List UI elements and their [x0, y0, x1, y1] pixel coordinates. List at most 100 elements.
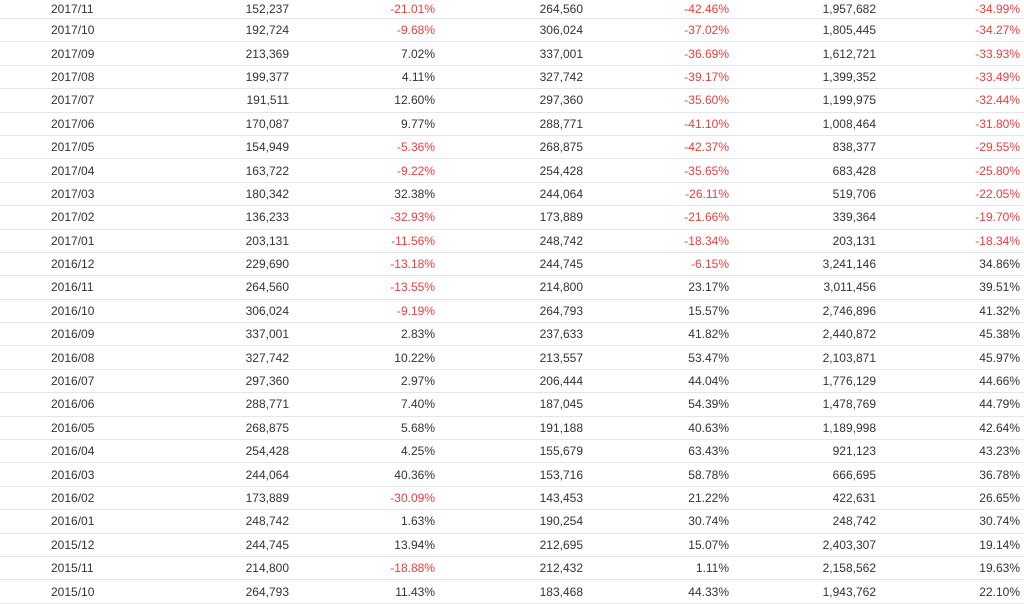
percent-cell: -21.01% — [390, 2, 435, 16]
percent-cell: 63.43% — [688, 444, 729, 459]
percent-cell: 4.25% — [400, 444, 435, 459]
value-cell: 244,745 — [245, 537, 289, 552]
month-cell: 2017/01 — [51, 233, 95, 248]
value-cell: 213,369 — [245, 46, 289, 61]
value-cell: 268,875 — [539, 140, 583, 155]
value-cell: 264,793 — [539, 303, 583, 318]
value-cell: 170,087 — [245, 116, 289, 131]
cumulative-percent-cell: 43.23% — [979, 444, 1020, 459]
value-cell: 264,560 — [245, 280, 289, 295]
percent-cell: -35.60% — [684, 93, 729, 108]
table-row: 2017/04 163,722 -9.22% 254,428 -35.65% 683,42… — [0, 159, 1024, 183]
percent-cell: 11.43% — [395, 584, 435, 599]
value-cell: 229,690 — [245, 257, 289, 272]
cumulative-percent-cell: 19.63% — [979, 561, 1020, 576]
percent-cell: -37.02% — [684, 23, 729, 38]
table-row: 2017/09 213,369 7.02% 337,001 -36.69% 1,612,7… — [0, 42, 1024, 66]
cumulative-value-cell: 1,612,721 — [822, 46, 876, 61]
table-row: 2017/10 192,724 -9.68% 306,024 -37.02% 1,805,… — [0, 19, 1024, 43]
table-row: 2017/08 199,377 4.11% 327,742 -39.17% 1,399,3… — [0, 66, 1024, 90]
percent-cell: 2.83% — [400, 327, 435, 342]
value-cell: 180,342 — [245, 186, 289, 201]
month-cell: 2017/05 — [51, 140, 95, 155]
percent-cell: -36.69% — [684, 46, 729, 61]
cumulative-value-cell: 3,241,146 — [822, 257, 876, 272]
value-cell: 203,131 — [245, 233, 289, 248]
cumulative-percent-cell: -33.93% — [975, 46, 1020, 61]
percent-cell: 44.33% — [688, 584, 729, 599]
cumulative-value-cell: 838,377 — [832, 140, 876, 155]
percent-cell: -9.68% — [396, 23, 435, 38]
month-cell: 2016/10 — [51, 303, 95, 318]
value-cell: 237,633 — [539, 327, 583, 342]
cumulative-percent-cell: -34.99% — [975, 2, 1020, 16]
cumulative-percent-cell: 36.78% — [979, 467, 1020, 482]
cumulative-value-cell: 1,399,352 — [822, 69, 876, 84]
percent-cell: -18.34% — [684, 233, 729, 248]
month-cell: 2017/08 — [51, 69, 95, 84]
month-cell: 2016/07 — [51, 374, 95, 389]
value-cell: 173,889 — [539, 210, 583, 225]
percent-cell: 13.94% — [394, 537, 435, 552]
cumulative-percent-cell: -32.44% — [975, 93, 1020, 108]
cumulative-value-cell: 3,011,456 — [823, 280, 877, 295]
table-row: 2016/12 229,690 -13.18% 244,745 -6.15% 3,241,… — [0, 253, 1024, 277]
month-cell: 2017/09 — [51, 46, 95, 61]
percent-cell: -18.88% — [390, 561, 435, 576]
percent-cell: 7.40% — [400, 397, 435, 412]
value-cell: 173,889 — [245, 491, 289, 505]
value-cell: 212,432 — [539, 561, 583, 576]
month-cell: 2016/11 — [51, 280, 94, 295]
percent-cell: 40.63% — [688, 420, 729, 435]
value-cell: 199,377 — [245, 69, 289, 84]
table-row: 2017/05 154,949 -5.36% 268,875 -42.37% 838,37… — [0, 136, 1024, 160]
table-row: 2017/03 180,342 32.38% 244,064 -26.11% 519,70… — [0, 183, 1024, 207]
cumulative-percent-cell: 41.32% — [979, 303, 1020, 318]
table-row: 2015/10 264,793 11.43% 183,468 44.33% 1,943,7… — [0, 580, 1024, 604]
percent-cell: 23.17% — [688, 280, 729, 295]
value-cell: 297,360 — [245, 374, 289, 389]
percent-cell: -21.66% — [684, 210, 729, 225]
month-cell: 2017/06 — [51, 116, 95, 131]
percent-cell: 40.36% — [394, 467, 435, 482]
percent-cell: -42.37% — [684, 140, 729, 155]
month-cell: 2015/12 — [51, 537, 95, 552]
month-cell: 2017/07 — [51, 93, 95, 108]
value-cell: 297,360 — [539, 93, 583, 108]
cumulative-percent-cell: -34.27% — [975, 23, 1020, 38]
cumulative-value-cell: 921,123 — [832, 444, 876, 459]
percent-cell: 41.82% — [688, 327, 729, 342]
percent-cell: -42.46% — [684, 2, 729, 16]
month-cell: 2015/11 — [51, 561, 94, 576]
value-cell: 327,742 — [539, 69, 583, 84]
cumulative-value-cell: 1,943,762 — [822, 584, 876, 599]
percent-cell: 54.39% — [688, 397, 729, 412]
cumulative-percent-cell: 26.65% — [979, 491, 1020, 505]
percent-cell: -41.10% — [684, 116, 729, 131]
value-cell: 306,024 — [245, 303, 289, 318]
month-cell: 2016/05 — [51, 420, 95, 435]
value-cell: 136,233 — [245, 210, 289, 225]
percent-cell: -6.15% — [690, 257, 729, 272]
percent-cell: -39.17% — [684, 69, 729, 84]
table-row: 2016/05 268,875 5.68% 191,188 40.63% 1,189,99… — [0, 417, 1024, 441]
percent-cell: -5.36% — [396, 140, 435, 155]
percent-cell: 53.47% — [688, 350, 729, 365]
value-cell: 337,001 — [245, 327, 289, 342]
cumulative-value-cell: 666,695 — [832, 467, 876, 482]
table-row: 2015/11 214,800 -18.88% 212,432 1.11% 2,158,5… — [0, 557, 1024, 581]
percent-cell: 7.02% — [400, 46, 435, 61]
cumulative-value-cell: 2,440,872 — [822, 327, 876, 342]
value-cell: 244,064 — [245, 467, 289, 482]
table-row: 2017/01 203,131 -11.56% 248,742 -18.34% 203,1… — [0, 230, 1024, 253]
value-cell: 187,045 — [539, 397, 583, 412]
cumulative-percent-cell: 44.66% — [979, 374, 1020, 389]
cumulative-value-cell: 2,746,896 — [822, 303, 876, 318]
percent-cell: 15.57% — [688, 303, 729, 318]
table-row: 2016/06 288,771 7.40% 187,045 54.39% 1,478,76… — [0, 393, 1024, 417]
table-row: 2015/12 244,745 13.94% 212,695 15.07% 2,403,3… — [0, 534, 1024, 557]
month-cell: 2016/03 — [51, 467, 95, 482]
value-cell: 190,254 — [539, 514, 583, 529]
percent-cell: 12.60% — [394, 93, 435, 108]
cumulative-percent-cell: -19.70% — [975, 210, 1020, 225]
